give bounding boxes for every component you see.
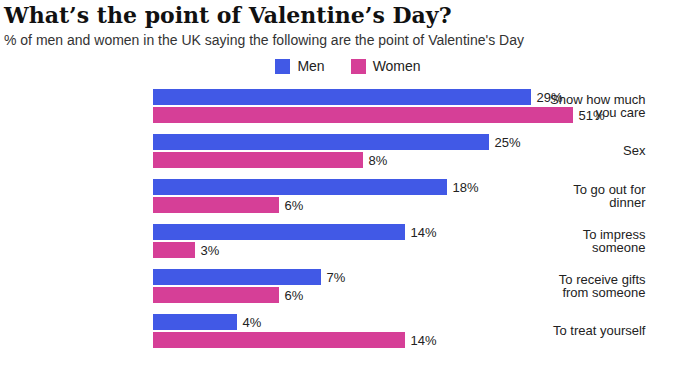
- svg-text:To impresssomeone: To impresssomeone: [583, 227, 646, 255]
- svg-text:14%: 14%: [411, 225, 437, 240]
- html-text:Men: Men: [297, 58, 325, 74]
- svg-text:7%: 7%: [327, 270, 346, 285]
- svg-text:Sex: Sex: [623, 143, 646, 158]
- html-text:Women: Women: [372, 58, 421, 74]
- svg-text:To receive giftsfrom someone: To receive giftsfrom someone: [559, 272, 646, 300]
- svg-text:25%: 25%: [495, 135, 521, 150]
- svg-text:6%: 6%: [285, 288, 304, 303]
- svg-text:8%: 8%: [369, 153, 388, 168]
- svg-text:3%: 3%: [201, 243, 220, 258]
- svg-text:6%: 6%: [285, 198, 304, 213]
- svg-text:18%: 18%: [453, 180, 479, 195]
- html-text:What’s the point of Valentine’: What’s the point of Valentine’s Day?: [4, 2, 452, 28]
- svg-text:Show how muchyou care: Show how muchyou care: [550, 92, 645, 120]
- svg-text:14%: 14%: [411, 333, 437, 348]
- svg-text:51%: 51%: [578, 107, 605, 123]
- svg-text:4%: 4%: [243, 315, 262, 330]
- html-text:% of men and women in the UK s: % of men and women in the UK saying the …: [4, 32, 524, 48]
- svg-text:To go out fordinner: To go out fordinner: [573, 182, 646, 210]
- svg-text:To treat yourself: To treat yourself: [553, 323, 646, 338]
